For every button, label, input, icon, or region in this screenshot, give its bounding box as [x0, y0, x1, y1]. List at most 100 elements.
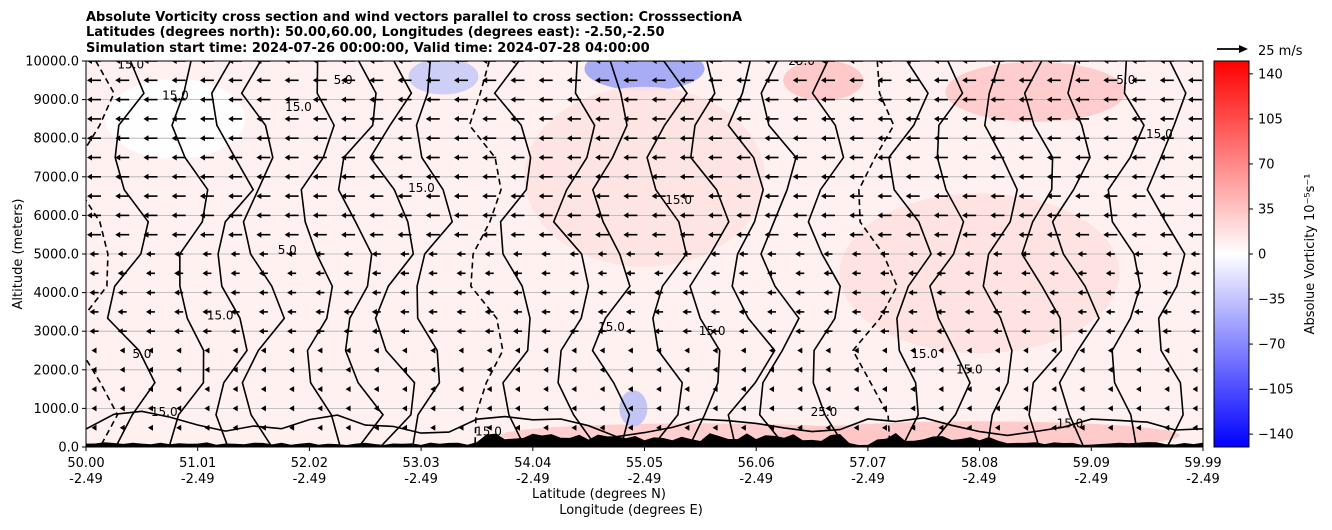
wind-vector-head: [679, 77, 685, 84]
x-tick-label-longitude: -2.49: [628, 472, 662, 487]
wind-vector-head: [147, 386, 153, 393]
wind-vector-head: [792, 231, 798, 238]
wind-vector-head: [145, 308, 151, 315]
wind-vector-head: [486, 366, 492, 373]
wind-vector-head: [684, 405, 690, 412]
wind-vector-head: [879, 289, 885, 296]
wind-vector-head: [143, 115, 149, 122]
wind-vector-head: [571, 366, 577, 373]
wind-vector-head: [651, 61, 657, 64]
y-tick-label: 8000.0: [34, 132, 80, 147]
wind-vector-head: [599, 366, 605, 373]
wind-vector-head: [228, 77, 234, 84]
wind-vector-head: [228, 115, 234, 122]
wind-vector-head: [1159, 96, 1165, 103]
wind-vector-head: [599, 405, 605, 412]
wind-vector-head: [736, 193, 742, 200]
wind-vector-head: [171, 61, 177, 64]
wind-vector-head: [402, 424, 408, 431]
wind-vector-head: [1103, 231, 1109, 238]
wind-vector-head: [738, 328, 744, 335]
wind-vector-head: [849, 173, 855, 180]
wind-vector-head: [736, 231, 742, 238]
wind-vector-head: [143, 231, 149, 238]
wind-vector-head: [171, 77, 177, 84]
wind-vector-head: [738, 270, 744, 277]
wind-vector-head: [373, 405, 379, 412]
wind-vector-head: [651, 193, 657, 200]
wind-vector-head: [795, 308, 801, 315]
wind-vector-head: [456, 308, 462, 315]
wind-vector-head: [651, 96, 657, 103]
wind-vector-head: [538, 212, 544, 219]
wind-vector-head: [1188, 96, 1193, 103]
wind-vector-head: [905, 61, 911, 64]
wind-vector-head: [764, 96, 770, 103]
contour-label: 15.0: [207, 309, 234, 323]
wind-vector-head: [512, 270, 518, 277]
wind-vector-head: [736, 173, 742, 180]
colorbar-tick-label: −70: [1258, 338, 1285, 353]
wind-vector-head: [708, 96, 714, 103]
wind-vector-head: [962, 135, 968, 142]
wind-vector-head: [990, 96, 996, 103]
wind-vector-head: [623, 173, 629, 180]
wind-vector-head: [454, 173, 459, 180]
wind-vector-head: [369, 154, 375, 161]
wind-vector-head: [710, 289, 716, 296]
contour-line: [807, 61, 846, 447]
wind-vector-head: [877, 212, 883, 219]
wind-vector-head: [425, 212, 431, 219]
wind-vector-head: [543, 424, 549, 431]
wind-vector-head: [341, 154, 347, 161]
wind-vector-head: [908, 328, 914, 335]
wind-vector-head: [260, 424, 266, 431]
x-tick-label-latitude: 56.06: [738, 456, 775, 471]
wind-vector-head: [879, 308, 885, 315]
wind-vector-head: [1049, 308, 1055, 315]
wind-vector-head: [256, 135, 262, 142]
wind-vector-head: [736, 96, 742, 103]
wind-vector-head: [764, 173, 770, 180]
wind-vector-head: [232, 424, 238, 431]
wind-vector-head: [1192, 424, 1198, 431]
contour-line: [369, 61, 416, 447]
contour-line: [411, 61, 454, 447]
wind-vector-head: [1136, 424, 1142, 431]
wind-vector-head: [821, 212, 826, 219]
wind-vector-head: [117, 251, 123, 257]
contour-line: [1051, 61, 1100, 447]
wind-vector-head: [1159, 77, 1165, 84]
wind-vector-head: [287, 251, 293, 257]
wind-vector-head: [1051, 405, 1057, 412]
wind-vector-head: [566, 212, 572, 219]
wind-vector-head: [992, 308, 998, 315]
wind-vector-head: [1077, 328, 1083, 335]
wind-vector-head: [1079, 424, 1085, 431]
wind-vector-head: [797, 386, 803, 393]
wind-vector-head: [430, 347, 436, 354]
wind-vector-head: [964, 270, 970, 277]
wind-vector-head: [769, 386, 775, 393]
x-tick-label-latitude: 50.00: [67, 456, 104, 471]
contour-line: [888, 61, 932, 447]
wind-vector-head: [795, 251, 801, 257]
wind-vector-head: [823, 308, 829, 315]
wind-vector-head: [569, 328, 575, 335]
wind-vector-head: [1046, 173, 1052, 180]
wind-vector-head: [966, 386, 972, 393]
wind-vector-head: [115, 115, 121, 122]
wind-vector-head: [176, 424, 182, 431]
wind-vector-head: [656, 405, 662, 412]
wind-vector-head: [430, 424, 436, 431]
wind-vector-head: [625, 308, 631, 315]
wind-vector-head: [881, 347, 887, 354]
wind-vector-head: [454, 115, 459, 122]
wind-vector-head: [454, 61, 459, 64]
wind-vector-head: [821, 154, 826, 161]
wind-vector-head: [425, 173, 431, 180]
wind-vector-head: [905, 96, 911, 103]
wind-vector-head: [119, 347, 125, 354]
wind-vector-head: [538, 173, 544, 180]
wind-vector-head: [825, 347, 831, 354]
